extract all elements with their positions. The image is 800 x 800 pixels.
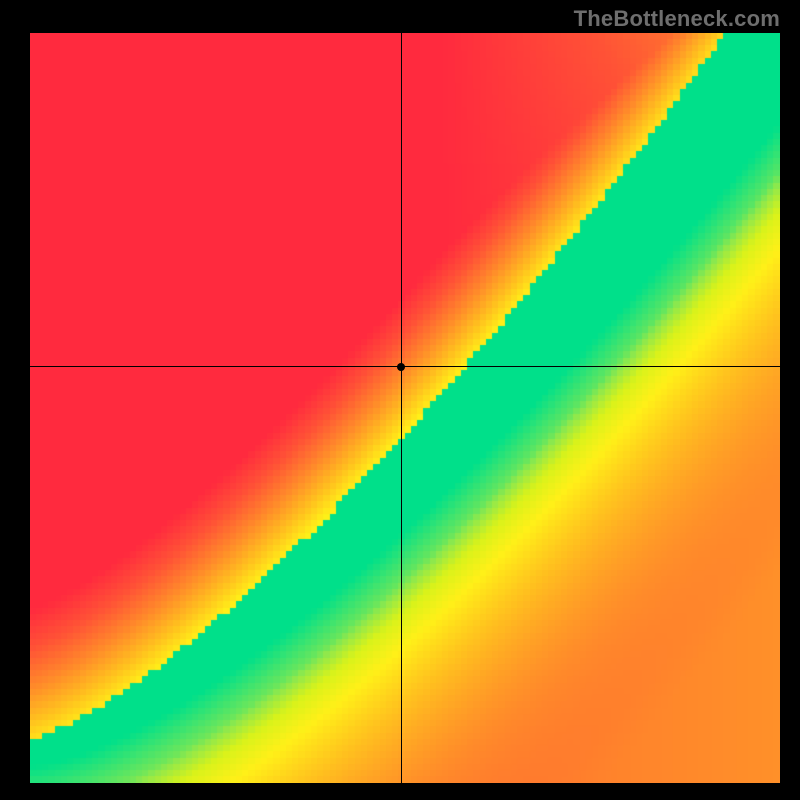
watermark-text: TheBottleneck.com xyxy=(574,6,780,32)
crosshair-marker-dot xyxy=(397,363,405,371)
crosshair-vertical xyxy=(401,33,402,783)
bottleneck-heatmap xyxy=(30,33,780,783)
chart-container: TheBottleneck.com xyxy=(0,0,800,800)
